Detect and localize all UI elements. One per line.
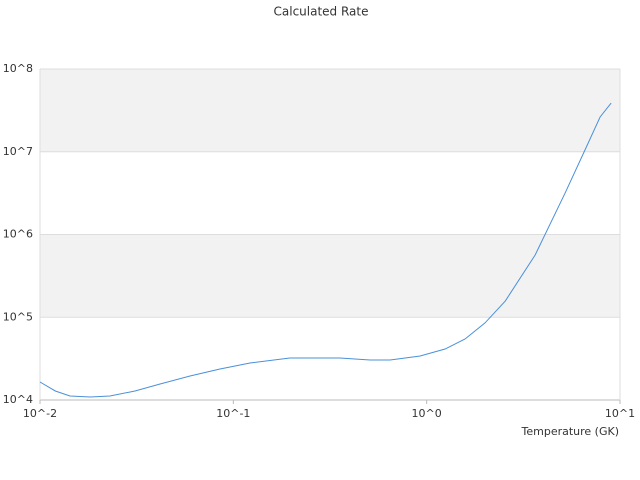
y-tick-label: 10^5 (3, 310, 33, 323)
x-tick-label: 10^-1 (216, 407, 250, 420)
grid-band (40, 234, 620, 318)
line-series (39, 102, 612, 398)
x-axis-label: Temperature (GK) (521, 425, 620, 438)
chart-title: Calculated Rate (274, 5, 369, 19)
grid-band (40, 69, 620, 152)
y-tick-label: 10^6 (3, 228, 33, 241)
y-tick-label: 10^4 (3, 393, 33, 406)
y-tick-label: 10^7 (3, 145, 33, 158)
x-tick-label: 10^1 (605, 407, 635, 420)
x-tick-label: 10^0 (412, 407, 442, 420)
x-tick-label: 10^-2 (23, 407, 57, 420)
y-tick-label: 10^8 (3, 62, 33, 75)
